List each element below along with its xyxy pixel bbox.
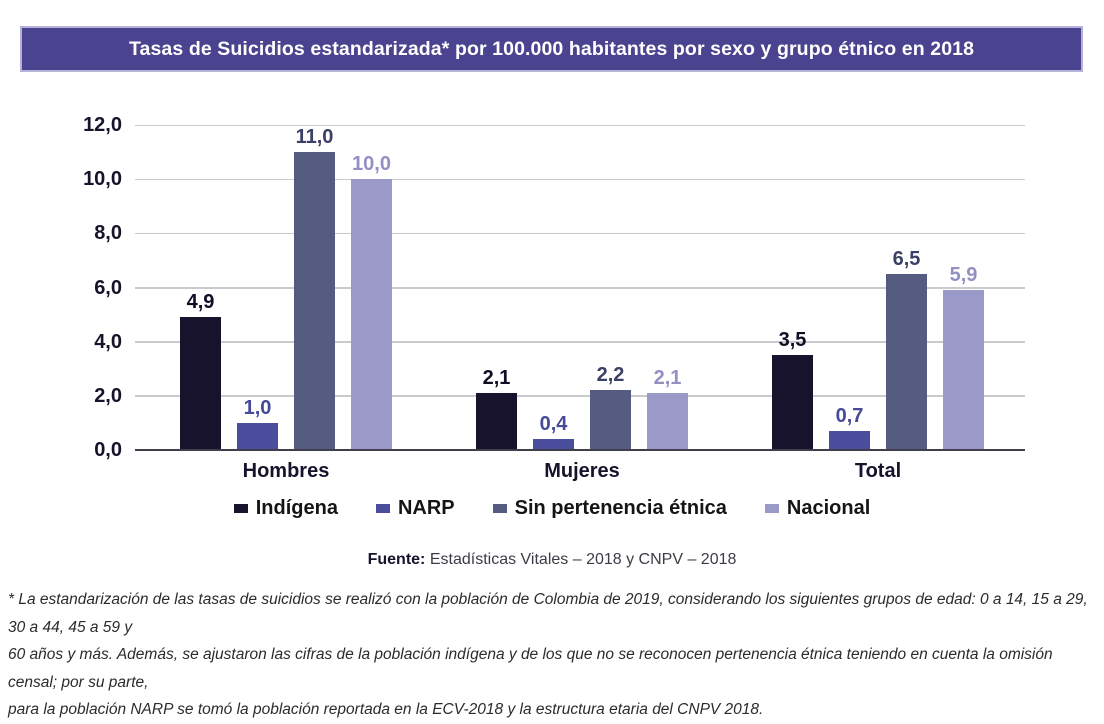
bar-value-label: 1,0 bbox=[243, 396, 272, 419]
legend-label: Nacional bbox=[786, 497, 871, 519]
bar bbox=[476, 393, 517, 450]
y-tick-label: 10,0 bbox=[83, 168, 122, 191]
legend-swatch-icon bbox=[375, 504, 390, 513]
x-axis: Hombres Mujeres Total bbox=[135, 460, 1025, 486]
title-bar: Tasas de Suicidios estandarizada* por 10… bbox=[20, 26, 1083, 72]
footnote-line: * La estandarización de las tasas de sui… bbox=[8, 591, 1088, 636]
bar bbox=[590, 390, 631, 450]
gridline bbox=[135, 178, 1025, 181]
bar-slot: 0,4 bbox=[533, 125, 574, 450]
bar-value-label: 3,5 bbox=[778, 329, 807, 352]
bar bbox=[772, 355, 813, 450]
bar-value-label: 2,2 bbox=[596, 364, 625, 387]
bar-slot: 1,0 bbox=[237, 125, 278, 450]
x-axis-label: Hombres bbox=[242, 460, 330, 482]
y-tick-label: 0,0 bbox=[94, 439, 122, 461]
bar bbox=[886, 273, 927, 450]
x-axis-label: Mujeres bbox=[544, 460, 620, 482]
y-tick-label: 2,0 bbox=[94, 384, 122, 407]
x-axis-baseline bbox=[135, 448, 1025, 451]
plot-area: 4,9 1,0 11,0 10,0 2,1 0,4 2,2 2,1 3,5 0,7 6,5 5,9 bbox=[135, 124, 1025, 451]
y-tick-label: 6,0 bbox=[94, 276, 122, 299]
legend-swatch-icon bbox=[233, 504, 248, 513]
legend-item: NARP bbox=[375, 497, 455, 520]
y-tick-label: 4,0 bbox=[94, 330, 122, 353]
x-axis-label: Total bbox=[854, 460, 902, 482]
bar-value-label: 0,4 bbox=[539, 413, 568, 436]
source-value: Estadísticas Vitales – 2018 y CNPV – 201… bbox=[429, 551, 737, 568]
legend-label: Indígena bbox=[255, 497, 338, 519]
bar-value-label: 2,1 bbox=[653, 367, 682, 390]
gridline bbox=[135, 395, 1025, 397]
y-axis: 0,0 2,0 4,0 6,0 8,0 10,0 12,0 bbox=[0, 115, 122, 460]
gridline bbox=[135, 124, 1025, 126]
bar-slot: 5,9 bbox=[943, 125, 984, 450]
bar bbox=[237, 422, 278, 450]
bar-slot: 10,0 bbox=[351, 125, 392, 450]
gridline bbox=[135, 287, 1025, 289]
legend: Indígena NARP Sin pertenencia étnica Nacion… bbox=[0, 497, 1104, 520]
bar bbox=[351, 179, 392, 450]
bar bbox=[647, 393, 688, 450]
bar bbox=[943, 290, 984, 450]
legend-swatch-icon bbox=[492, 504, 507, 513]
bar-value-label: 4,9 bbox=[186, 291, 215, 314]
gridline bbox=[135, 341, 1025, 343]
bar-slot: 3,5 bbox=[772, 125, 813, 450]
legend-swatch-icon bbox=[764, 504, 779, 513]
chart-figure: Tasas de Suicidios estandarizada* por 10… bbox=[0, 26, 1104, 718]
footnote: * La estandarización de las tasas de sui… bbox=[8, 586, 1092, 724]
bar-slot: 2,2 bbox=[590, 125, 631, 450]
footnote-line: para la población NARP se tomó la poblac… bbox=[8, 701, 764, 718]
bar-slot: 11,0 bbox=[294, 125, 335, 450]
legend-label: Sin pertenencia étnica bbox=[514, 497, 727, 519]
bar-value-label: 0,7 bbox=[835, 405, 864, 428]
bar-group-hombres: 4,9 1,0 11,0 10,0 bbox=[180, 125, 392, 450]
bar bbox=[180, 317, 221, 450]
legend-item: Sin pertenencia étnica bbox=[492, 497, 727, 520]
legend-label: NARP bbox=[397, 497, 455, 519]
bar-value-label: 2,1 bbox=[482, 367, 511, 390]
y-tick-label: 12,0 bbox=[83, 114, 122, 136]
bar-slot: 2,1 bbox=[647, 125, 688, 450]
bar-value-label: 10,0 bbox=[352, 153, 391, 176]
bar-slot: 6,5 bbox=[886, 125, 927, 450]
bar-slot: 0,7 bbox=[829, 125, 870, 450]
bar-group-total: 3,5 0,7 6,5 5,9 bbox=[772, 125, 984, 450]
bar-group-mujeres: 2,1 0,4 2,2 2,1 bbox=[476, 125, 688, 450]
gridline bbox=[135, 232, 1025, 235]
y-tick-label: 8,0 bbox=[94, 222, 122, 245]
bar-value-label: 11,0 bbox=[295, 126, 334, 149]
bar bbox=[533, 439, 574, 450]
bar-slot: 4,9 bbox=[180, 125, 221, 450]
chart-title: Tasas de Suicidios estandarizada* por 10… bbox=[128, 37, 975, 60]
source-line: Fuente: Estadísticas Vitales – 2018 y CN… bbox=[0, 551, 1104, 569]
legend-item: Nacional bbox=[764, 497, 871, 520]
source-label: Fuente: bbox=[367, 551, 426, 568]
bar-value-label: 5,9 bbox=[949, 264, 978, 287]
footnote-line: 60 años y más. Además, se ajustaron las … bbox=[8, 646, 1053, 691]
bar bbox=[294, 152, 335, 450]
legend-item: Indígena bbox=[233, 497, 338, 520]
bar-value-label: 6,5 bbox=[892, 247, 921, 270]
bar bbox=[829, 431, 870, 450]
bar-slot: 2,1 bbox=[476, 125, 517, 450]
